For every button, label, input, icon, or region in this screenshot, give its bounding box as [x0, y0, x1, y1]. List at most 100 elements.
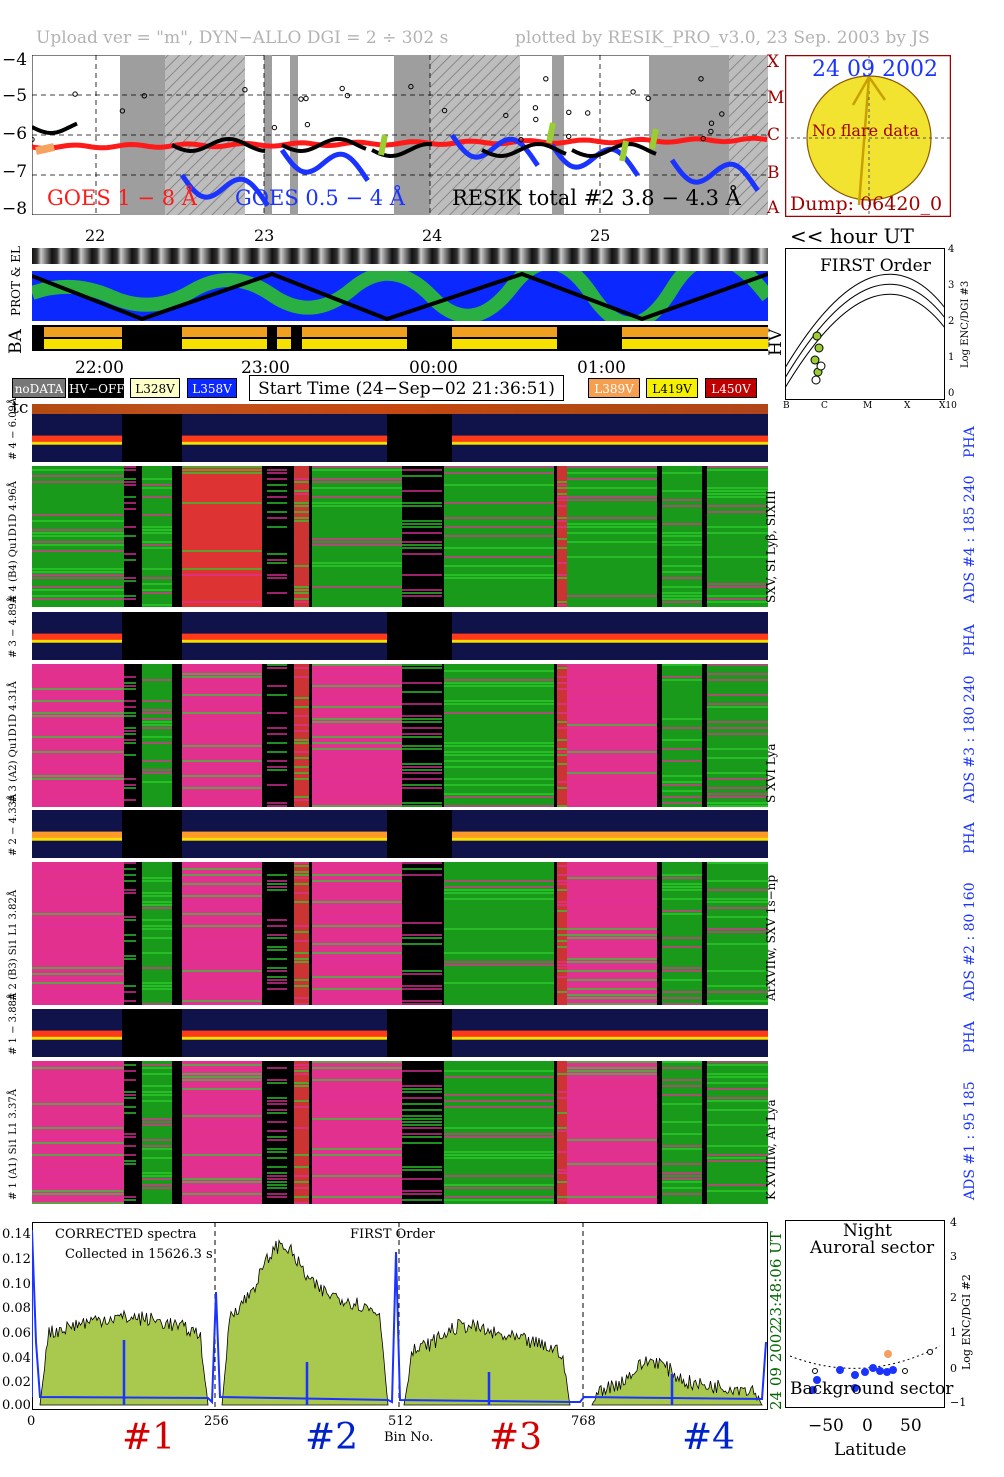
spectral-segment [444, 664, 554, 807]
night-ylabel: Log ENC/DGI #2 [960, 1274, 973, 1370]
goes-legend-0-5-4: GOES 0.5 − 4 Å [235, 186, 405, 210]
goes-point [533, 116, 539, 123]
pha-emission-line [182, 1030, 282, 1038]
spectral-segment [312, 664, 402, 807]
spectral-segment [662, 1061, 702, 1204]
spectral-segment [567, 466, 657, 607]
pha-emission-line [262, 435, 302, 443]
spectral-segment [707, 466, 768, 607]
spectrum-blue-trace [32, 1229, 767, 1405]
spectral-segment [444, 1061, 554, 1204]
goes-point [304, 121, 311, 128]
goes-1-8-series [32, 135, 768, 151]
spectral-segment [182, 466, 262, 607]
goes-point [344, 92, 351, 99]
legend-nodata: noDATA [12, 378, 66, 398]
ba-label: BA [6, 329, 26, 354]
spectral-segment [662, 664, 702, 807]
spectral-segment [312, 466, 402, 607]
spectral-segment [32, 862, 124, 1005]
pha-emission-line [32, 831, 122, 839]
goes-legend-1-8: GOES 1 − 8 Å [47, 186, 197, 210]
spectral-segment [267, 466, 287, 607]
spectrum-ytick: 0.02 [2, 1375, 31, 1390]
pha-emission-line [562, 435, 652, 443]
resik-series [32, 121, 78, 136]
first-order-plot [785, 248, 945, 400]
goes-point [698, 76, 704, 82]
goes-point [708, 120, 715, 126]
goes-point [32, 136, 35, 143]
spectrum-ytick: 0.12 [2, 1252, 31, 1267]
goes-0-5-4-series [279, 148, 370, 182]
spectral-segment [32, 664, 124, 807]
night-xtick: 50 [900, 1416, 922, 1436]
pha-emission-line [302, 831, 387, 839]
spectrum-date: 24 09 2002 [767, 1324, 785, 1410]
goes-point [708, 128, 714, 135]
elevation-strip [32, 248, 768, 264]
goes-class-letter: M [767, 88, 785, 108]
spectral-segment [142, 862, 172, 1005]
spectral-time-band [32, 862, 768, 1005]
goes-point [719, 111, 725, 117]
sun-date: 24 09 2002 [812, 57, 938, 82]
first-order-ytick: 4 [948, 244, 955, 255]
pha-emission-line [32, 1030, 122, 1038]
spectrum-annotation: CORRECTED spectra [55, 1227, 197, 1242]
spectrum-xtick: 768 [571, 1414, 596, 1429]
legend-l419: L419V [646, 378, 698, 398]
goes-class-letter: A [767, 198, 780, 218]
pha-time-band [32, 414, 768, 462]
first-order-ytick: 1 [948, 352, 955, 363]
pha-emission-line [652, 1030, 768, 1038]
pha-time-band [32, 612, 768, 660]
goes-point [645, 95, 651, 101]
spectral-segment [707, 1061, 768, 1204]
pha-emission-line [182, 831, 282, 839]
goes-point [119, 108, 126, 114]
pha-emission-line [302, 633, 387, 641]
sun-disk-plot [785, 55, 951, 217]
spectral-segment [142, 466, 172, 607]
resik-series-orange [35, 143, 55, 155]
pha-label: PHA [962, 426, 978, 458]
spectral-segment [707, 664, 768, 807]
header-plotted: plotted by RESIK_PRO_v3.0, 23 Sep. 2003 … [515, 28, 930, 48]
hour-tick: 22 [85, 226, 106, 245]
pha-emission-line [262, 1030, 302, 1038]
first-order-xtick: X [904, 401, 911, 411]
spectrum-ytick: 0.08 [2, 1301, 31, 1316]
legend-hvoff: HV−OFF [68, 378, 125, 398]
resik-series [481, 141, 567, 159]
spectral-segment [444, 862, 554, 1005]
goes-point [141, 93, 148, 99]
tc-label: tc [12, 398, 29, 418]
night-ytick: −1 [950, 1396, 967, 1409]
spectral-channel-label: # 4 (B4) Qu1D1D 4.96Å [8, 481, 19, 603]
spectral-segment [557, 862, 567, 1005]
pha-emission-line [32, 633, 122, 641]
goes-point [441, 107, 448, 114]
pha-emission-line [262, 831, 302, 839]
goes-point [700, 135, 706, 142]
spectrum-ytick: 0.06 [2, 1326, 31, 1341]
spectrum-ytick: 0.04 [2, 1351, 31, 1366]
spectral-segment [267, 862, 287, 1005]
time-tick: 22:00 [75, 358, 124, 378]
first-order-title: FIRST Order [820, 256, 931, 276]
spectrum-xtick: 0 [27, 1414, 36, 1429]
pha-emission-line [562, 831, 652, 839]
night-ytick: 0 [950, 1362, 957, 1375]
prot-label: PROT & EL [9, 246, 23, 316]
pha-emission-line [32, 435, 122, 443]
hour-tick: 23 [254, 226, 275, 245]
prot-el-strip [32, 271, 768, 321]
latitude-plot [785, 1220, 945, 1408]
time-tick: 23:00 [241, 358, 290, 378]
spectral-segment [182, 664, 262, 807]
resik-series-green [378, 134, 388, 156]
goes-point [298, 96, 304, 102]
night-ytick: 1 [950, 1326, 957, 1339]
spectrum-annotation: FIRST Order [350, 1227, 435, 1242]
